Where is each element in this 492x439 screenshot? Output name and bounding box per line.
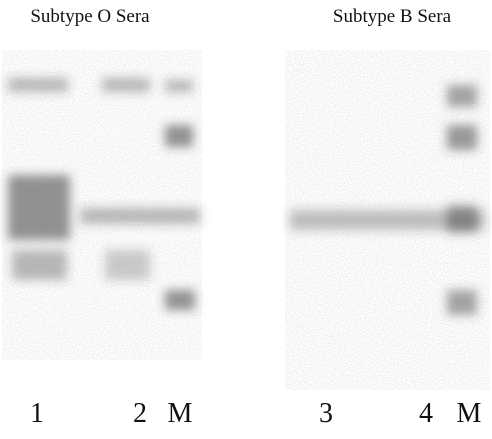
panel-title: Subtype O Sera	[30, 6, 150, 27]
gel-left	[2, 50, 202, 360]
lane-label: 2	[133, 398, 147, 429]
lane-label: 4	[419, 398, 433, 429]
lane-label: M	[457, 398, 482, 429]
lane-label: M	[168, 398, 193, 429]
lane-label: 1	[30, 398, 44, 429]
gel-right	[285, 50, 490, 390]
lane-label: 3	[319, 398, 333, 429]
panel-title: Subtype B Sera	[333, 6, 452, 27]
